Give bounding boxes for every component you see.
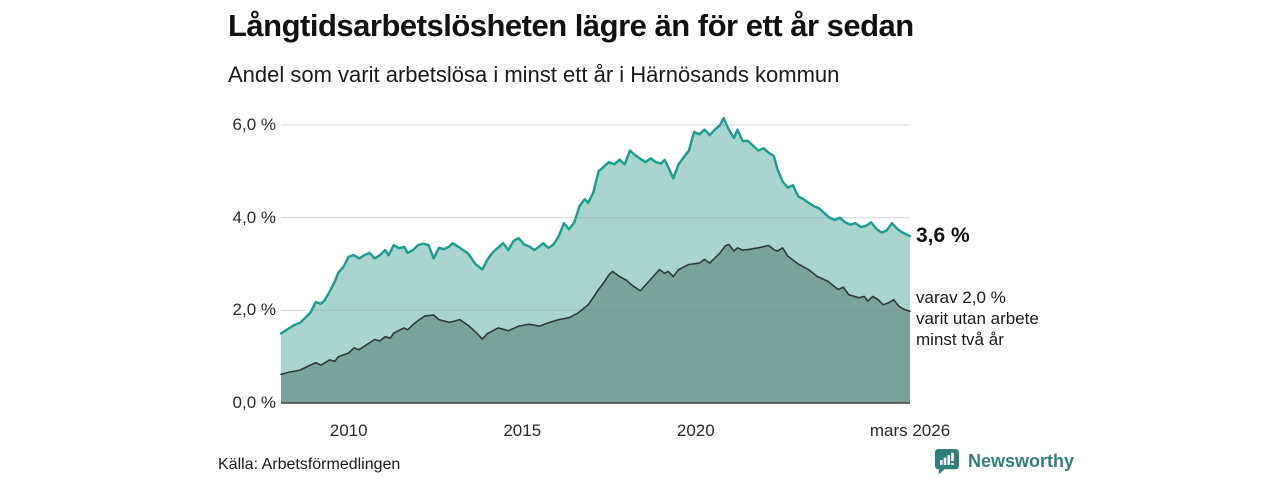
y-tick-label-2: 2,0 % <box>232 300 276 320</box>
x-tick-label-2010: 2010 <box>329 421 368 440</box>
y-tick-label-6: 6,0 % <box>232 115 276 134</box>
series-annotation: varav 2,0 % varit utan arbete minst två … <box>916 287 1039 350</box>
newsworthy-logo[interactable]: Newsworthy <box>934 448 1074 475</box>
line-two-years <box>280 243 911 376</box>
y-tick-label-0: 0,0 % <box>232 393 276 412</box>
source-note: Källa: Arbetsförmedlingen <box>218 456 401 473</box>
end-value-label: 3,6 % <box>916 224 970 248</box>
line-total <box>279 116 912 335</box>
annotation-line-1: varav 2,0 % <box>916 288 1006 307</box>
x-tick-label-mars-2026: mars 2026 <box>869 421 951 440</box>
annotation-line-2: varit utan arbete <box>916 309 1039 328</box>
newsworthy-bubble-chart-icon <box>934 448 960 475</box>
newsworthy-wordmark: Newsworthy <box>968 451 1075 471</box>
y-tick-label-4: 4,0 % <box>232 207 276 227</box>
x-tick-label-2015: 2015 <box>503 421 542 440</box>
x-tick-label-2020: 2020 <box>676 421 715 440</box>
area-fill-two-years <box>281 244 910 403</box>
chart-subtitle: Andel som varit arbetslösa i minst ett å… <box>228 62 840 87</box>
annotation-line-3: minst två år <box>916 330 1004 349</box>
gridlines <box>281 124 910 311</box>
chart-title: Långtidsarbetslösheten lägre än för ett … <box>228 8 914 43</box>
